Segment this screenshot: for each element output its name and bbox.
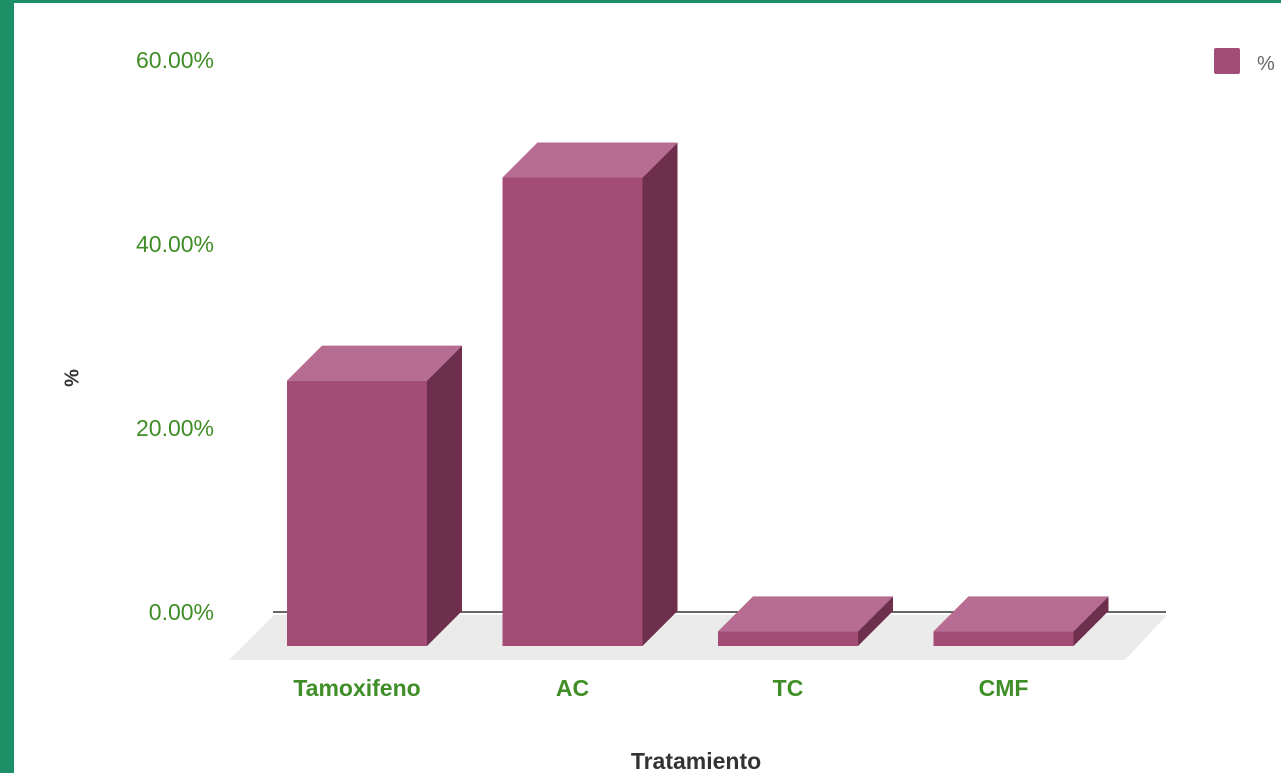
chart-floor xyxy=(229,615,1167,660)
legend-label: % xyxy=(1257,53,1275,75)
y-tick-label: 40.00% xyxy=(136,231,214,257)
bar-side xyxy=(427,345,462,646)
x-axis-title: Tratamiento xyxy=(631,748,761,773)
chart-panel: 0.00% 20.00% 40.00% 60.00% Tamoxifeno AC TC CM… xyxy=(14,3,1281,773)
bar-top xyxy=(287,345,462,381)
bar-front xyxy=(718,631,858,646)
x-category-label: TC xyxy=(773,675,804,701)
bar-front xyxy=(933,631,1074,646)
x-category-label: CMF xyxy=(979,675,1029,701)
bar-side xyxy=(858,596,893,646)
bars-layer xyxy=(287,142,1109,646)
bar-tamoxifeno xyxy=(287,345,462,646)
bar-top xyxy=(933,596,1109,632)
y-axis-title: % xyxy=(61,369,83,387)
y-tick-label: 20.00% xyxy=(136,415,214,441)
bar-front xyxy=(287,380,427,646)
bar-top xyxy=(502,142,678,178)
bar-top xyxy=(718,596,893,632)
legend-swatch xyxy=(1214,48,1240,74)
y-tick-label: 0.00% xyxy=(149,599,214,625)
bar-chart: 0.00% 20.00% 40.00% 60.00% Tamoxifeno AC TC CM… xyxy=(61,47,1275,773)
y-tick-labels: 0.00% 20.00% 40.00% 60.00% xyxy=(136,47,214,625)
bar-tc xyxy=(718,596,893,646)
x-category-label: AC xyxy=(556,675,589,701)
bar-side xyxy=(1073,596,1109,646)
bar-side xyxy=(642,142,678,646)
legend: % xyxy=(1214,48,1275,75)
x-category-labels: Tamoxifeno AC TC CMF xyxy=(293,675,1028,701)
y-tick-label: 60.00% xyxy=(136,47,214,73)
bar-ac xyxy=(502,142,678,646)
bar-front xyxy=(502,177,643,646)
bar-cmf xyxy=(933,596,1109,646)
x-category-label: Tamoxifeno xyxy=(293,675,420,701)
